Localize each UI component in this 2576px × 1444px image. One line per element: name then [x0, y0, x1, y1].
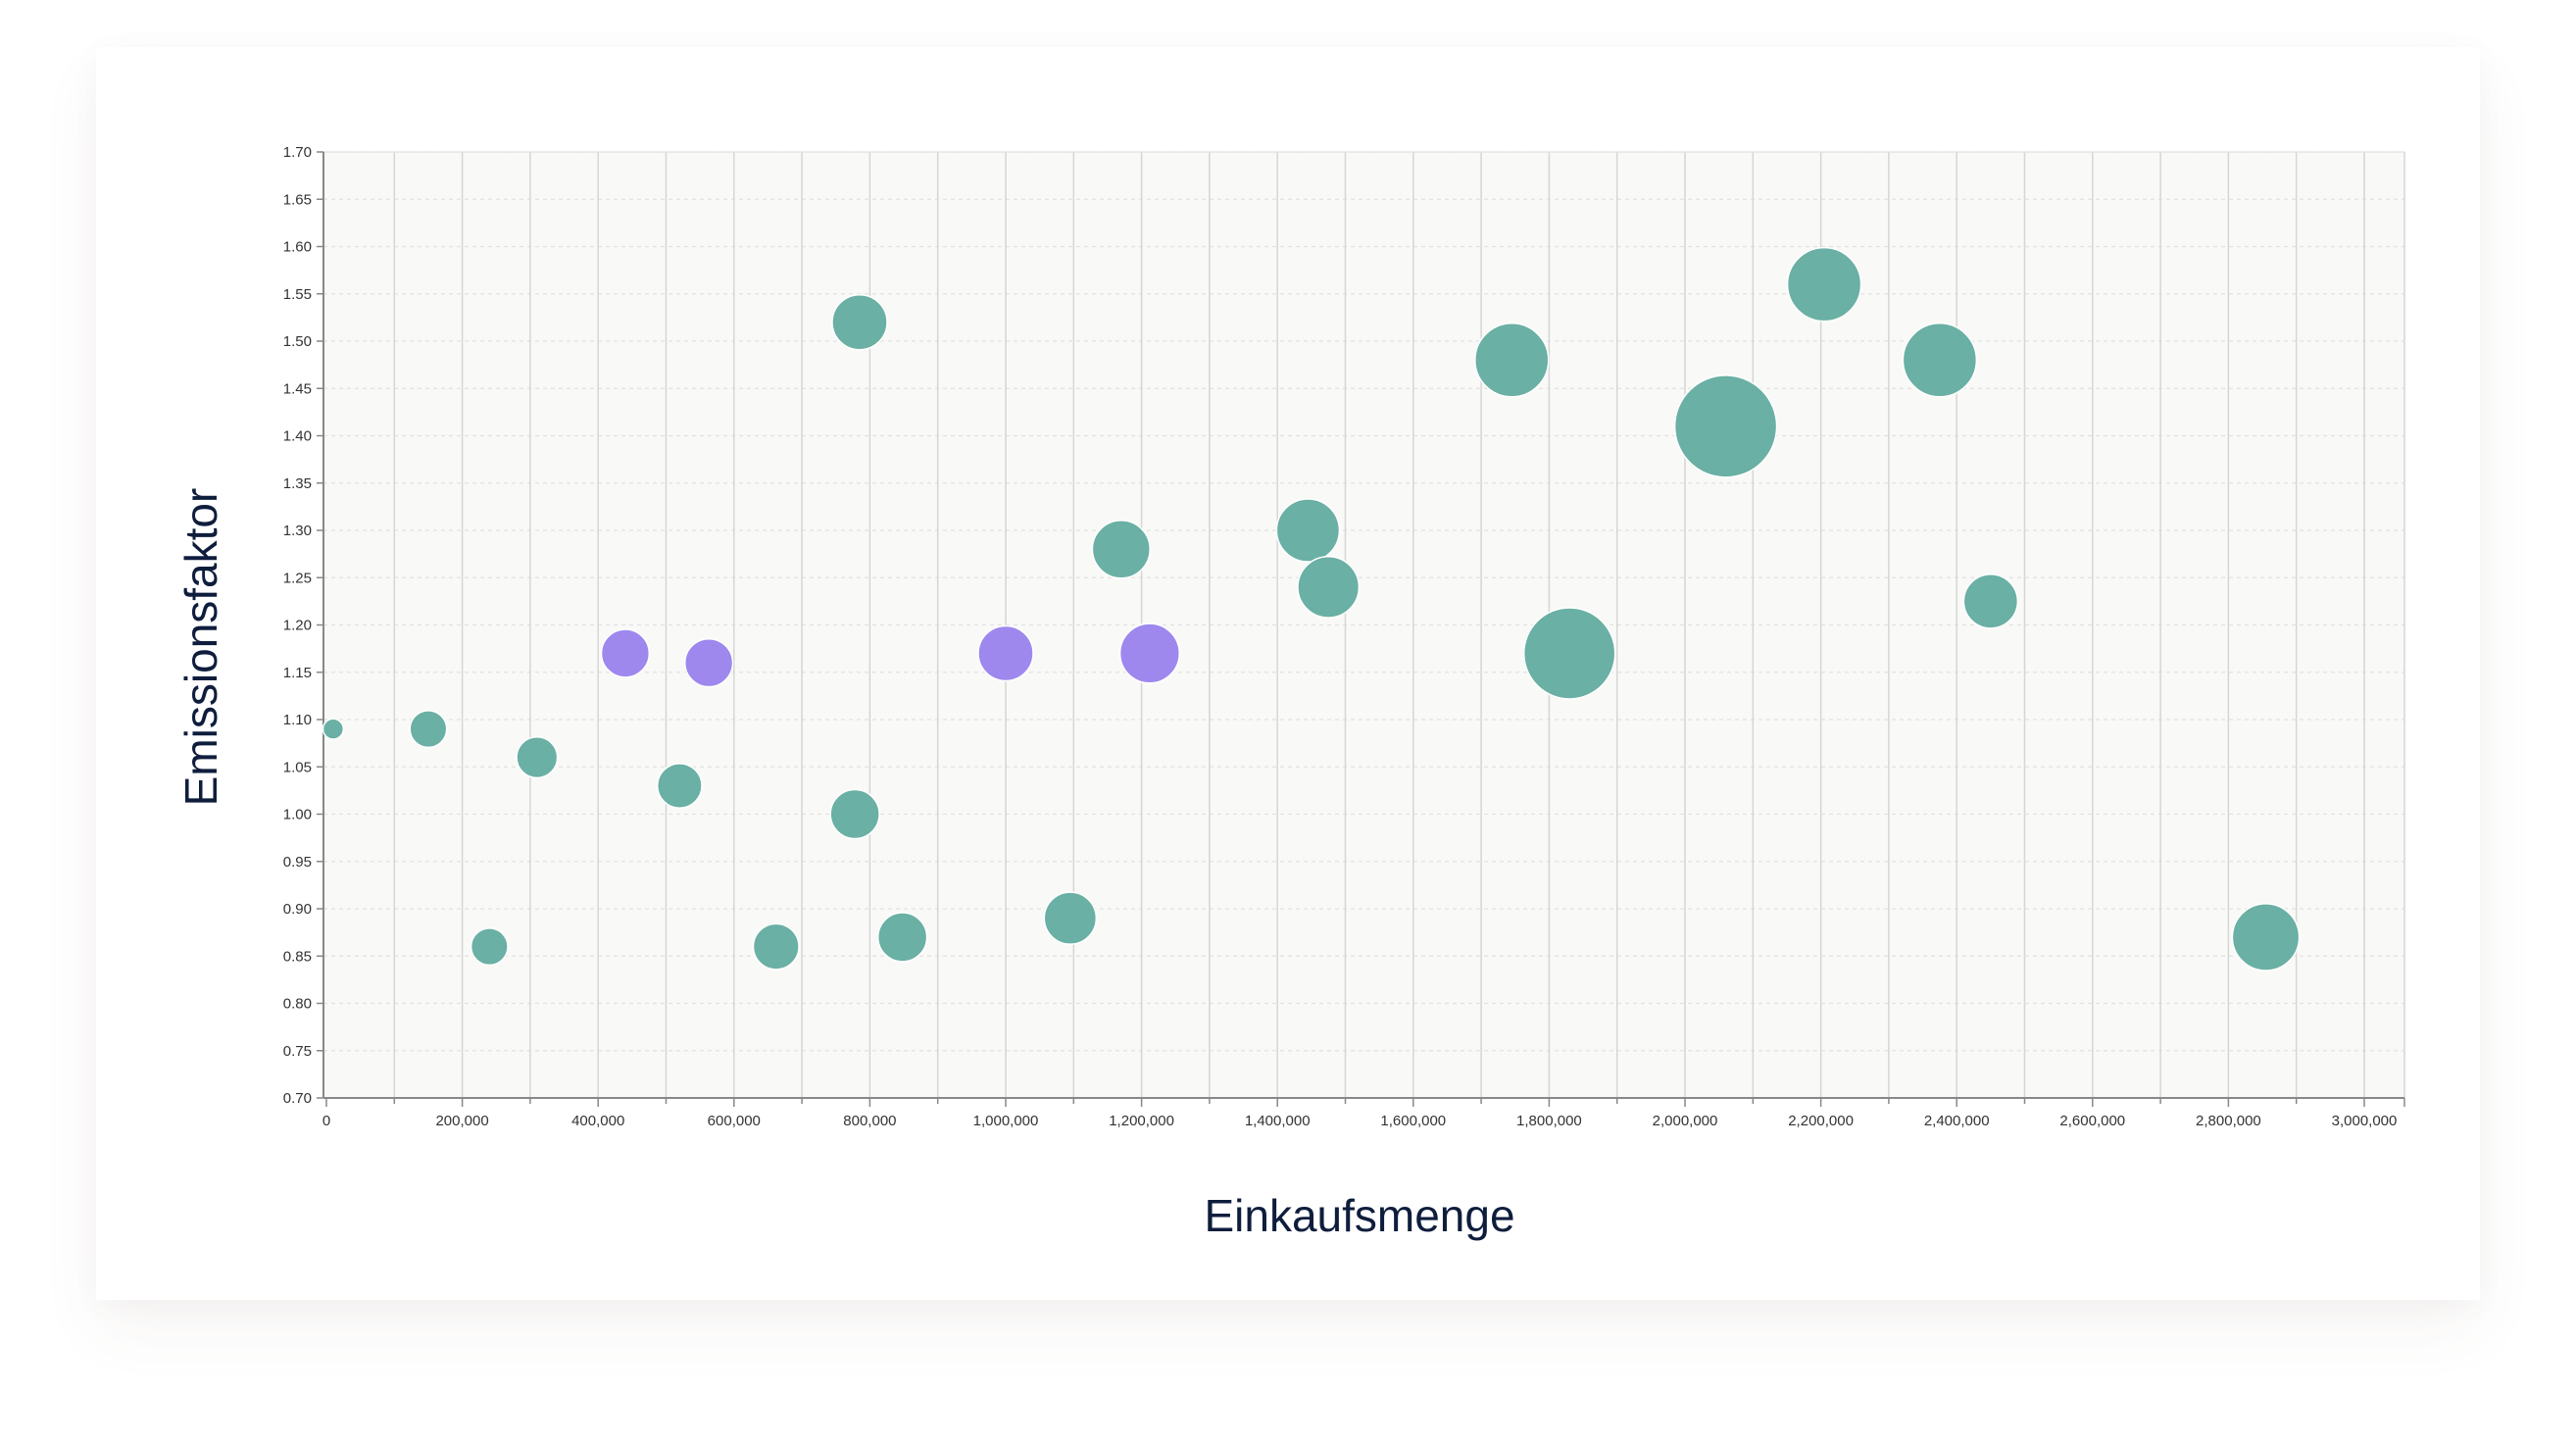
- bubble-teal: [831, 293, 888, 351]
- x-tick-label: 1,200,000: [1109, 1113, 1174, 1129]
- x-tick-label: 1,800,000: [1516, 1113, 1582, 1129]
- y-tick-label: 1.65: [283, 191, 312, 208]
- x-axis-label: Einkaufsmenge: [1204, 1190, 1515, 1241]
- x-tick-label: 2,400,000: [1924, 1113, 1990, 1129]
- y-tick-label: 1.35: [283, 475, 312, 492]
- bubble-teal: [322, 718, 345, 740]
- y-tick-label: 1.45: [283, 380, 312, 397]
- grid: [323, 151, 2405, 1099]
- y-tick-label: 1.10: [283, 712, 312, 728]
- y-tick-label: 1.50: [283, 333, 312, 350]
- y-tick-label: 1.25: [283, 570, 312, 586]
- bubble-teal: [876, 912, 928, 963]
- bubble-teal: [409, 710, 448, 749]
- x-tick-label: 1,000,000: [973, 1113, 1039, 1129]
- y-tick-label: 0.70: [283, 1090, 312, 1107]
- x-tick-label: 800,000: [843, 1113, 896, 1129]
- y-tick-label: 1.70: [283, 144, 312, 161]
- bubble-teal: [1673, 374, 1778, 478]
- x-tick-label: 3,000,000: [2332, 1113, 2398, 1129]
- axes: 0.70 0.75 0.80 0.85 0.90 0.95 1.00 1.05 1.10 1.15…: [283, 144, 2405, 1129]
- bubble-purple: [977, 624, 1034, 682]
- x-tick-label: 1,400,000: [1245, 1113, 1311, 1129]
- y-tick-label: 1.40: [283, 428, 312, 445]
- bubble-teal: [1474, 323, 1550, 398]
- y-tick-label: 0.95: [283, 854, 312, 871]
- bubble-teal: [516, 736, 559, 779]
- x-tick-label: 400,000: [571, 1113, 624, 1129]
- y-tick-label: 1.30: [283, 523, 312, 539]
- y-tick-label: 1.55: [283, 286, 312, 303]
- data-points: [322, 246, 2301, 971]
- y-tick-label: 0.75: [283, 1043, 312, 1060]
- bubble-teal: [1297, 555, 1361, 619]
- bubble-teal: [1091, 520, 1151, 579]
- y-tick-label: 1.15: [283, 665, 312, 681]
- bubble-teal: [1786, 246, 1862, 323]
- x-tick-label: 2,000,000: [1653, 1113, 1718, 1129]
- bubble-purple: [600, 628, 651, 678]
- bubble-teal: [752, 922, 800, 971]
- bubble-purple: [1118, 622, 1180, 684]
- y-tick-label: 0.80: [283, 996, 312, 1013]
- x-tick-label: 2,800,000: [2196, 1113, 2261, 1129]
- bubble-teal: [829, 788, 880, 840]
- x-tick-label: 600,000: [708, 1113, 761, 1129]
- x-tick-label: 2,200,000: [1788, 1113, 1854, 1129]
- y-tick-label: 0.90: [283, 901, 312, 918]
- x-tick-label: 1,600,000: [1380, 1113, 1446, 1129]
- bubble-teal: [470, 927, 509, 967]
- y-tick-label: 0.85: [283, 948, 312, 965]
- bubble-teal: [1043, 891, 1098, 945]
- x-tick-label: 2,600,000: [2059, 1113, 2125, 1129]
- y-tick-label: 1.00: [283, 807, 312, 823]
- x-tick-label: 200,000: [435, 1113, 488, 1129]
- bubble-teal: [1962, 573, 2019, 629]
- y-axis-label: Emissionsfaktor: [175, 487, 226, 807]
- bubble-teal: [1902, 323, 1978, 398]
- y-tick-label: 1.20: [283, 618, 312, 634]
- y-tick-label: 1.60: [283, 239, 312, 256]
- bubble-teal: [656, 763, 703, 809]
- y-tick-label: 1.05: [283, 759, 312, 775]
- bubble-teal: [1275, 498, 1341, 563]
- bubble-purple: [684, 637, 734, 688]
- bubble-teal: [2231, 903, 2301, 971]
- bubble-teal: [1522, 607, 1616, 700]
- x-tick-label: 0: [322, 1113, 330, 1129]
